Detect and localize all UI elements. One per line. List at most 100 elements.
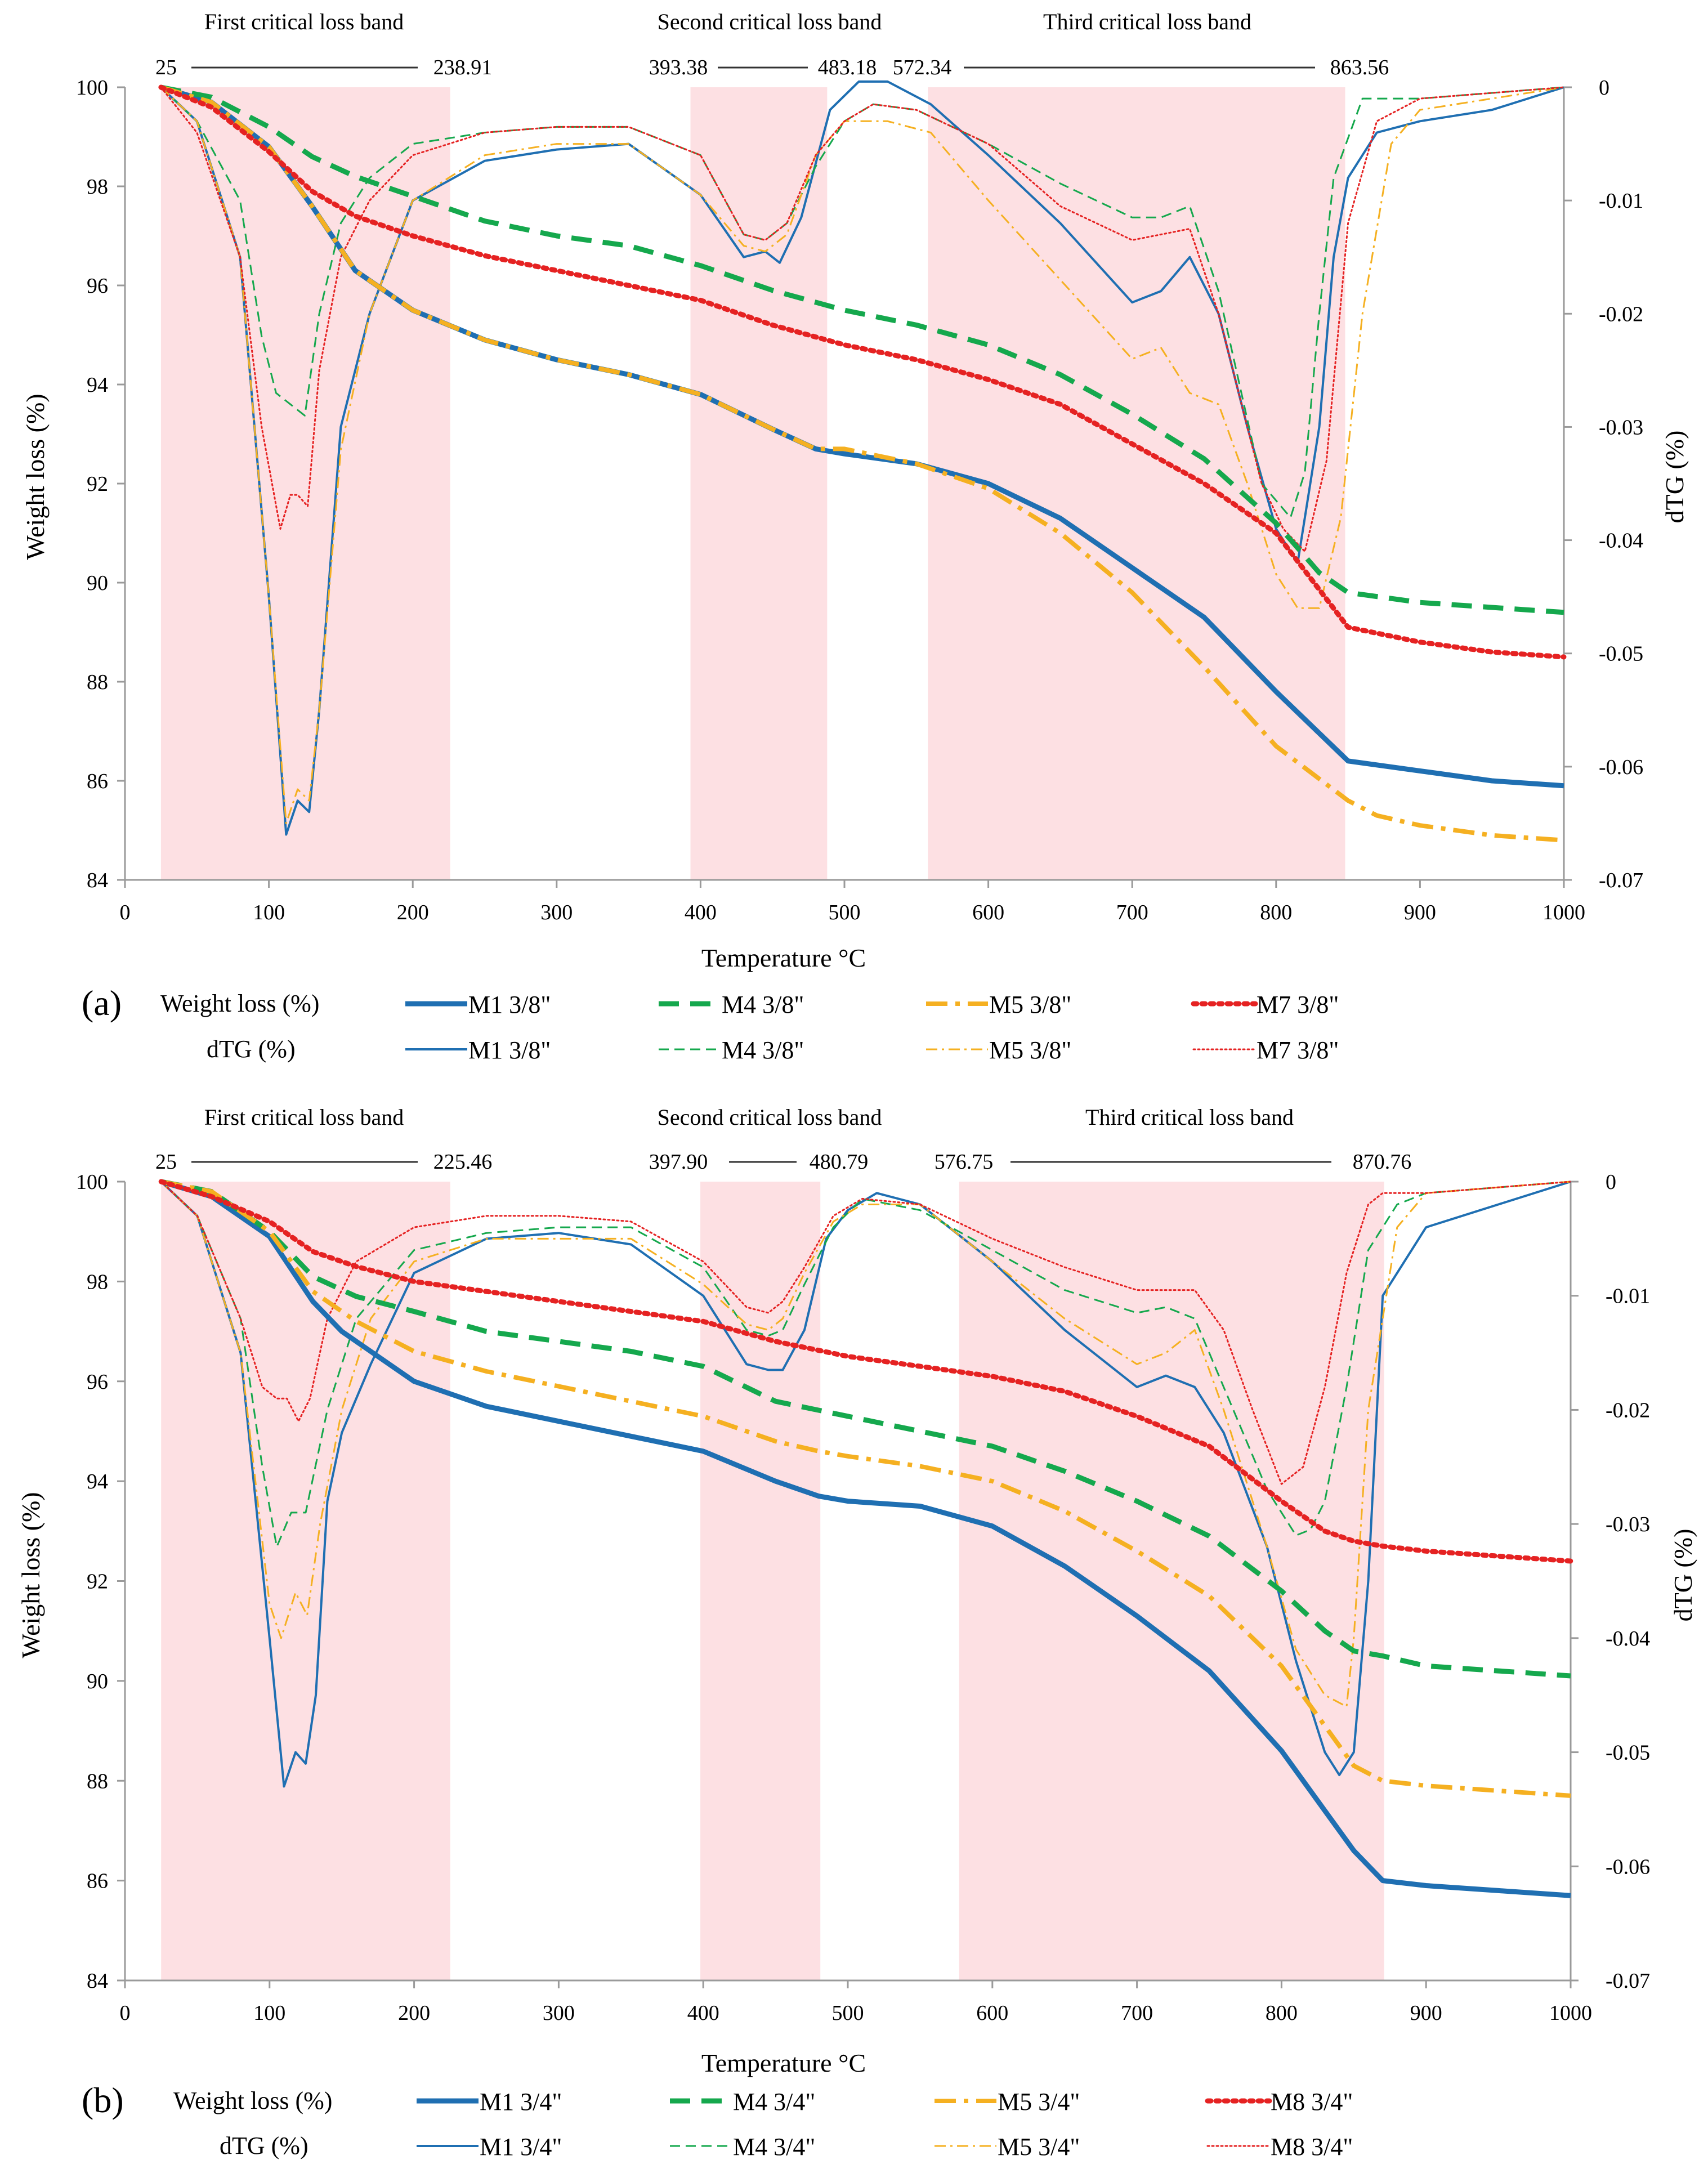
y-tick-label: 92 bbox=[87, 472, 108, 496]
legend-label: M4 3/4" bbox=[733, 2088, 815, 2116]
y-tick-label: 90 bbox=[87, 571, 108, 595]
legend-label: M1 3/4" bbox=[480, 2133, 562, 2161]
band-2-title: Second critical loss band bbox=[658, 9, 882, 34]
legend-label: M4 3/4" bbox=[733, 2133, 815, 2161]
y2-tick-label: -0.05 bbox=[1606, 1741, 1650, 1765]
legend-label: M4 3/8" bbox=[722, 1036, 804, 1064]
series-dtg-m7-3-8 bbox=[160, 86, 1565, 553]
legend-label: M5 3/8" bbox=[989, 991, 1071, 1018]
x-tick-label: 600 bbox=[972, 901, 1004, 924]
y2-tick-label: -0.07 bbox=[1599, 869, 1643, 892]
y-tick-label: 94 bbox=[87, 373, 108, 397]
x-tick-label: 400 bbox=[685, 901, 717, 924]
x-tick-label: 700 bbox=[1121, 2001, 1153, 2025]
y-tick-label: 90 bbox=[87, 1670, 108, 1693]
y2-tick-label: -0.06 bbox=[1599, 755, 1643, 779]
y-tick-label: 86 bbox=[87, 770, 108, 793]
legend-entries: M1 3/8" M4 3/8" M5 3/8" M7 3/8" M1 3/8" M4 3/… bbox=[405, 991, 1339, 1064]
x-tick-label: 500 bbox=[832, 2001, 864, 2025]
x-tick-label: 100 bbox=[253, 2001, 285, 2025]
x-tick-label: 200 bbox=[397, 901, 429, 924]
y-axis-label: Weight loss (%) bbox=[21, 394, 50, 560]
y2-tick-label: -0.07 bbox=[1606, 1969, 1650, 1993]
panel-b: First critical loss band Second critical… bbox=[16, 1105, 1697, 2161]
y2-tick-label: 0 bbox=[1606, 1170, 1616, 1194]
axes: 0 100 200 300 400 500 600 700 800 900 100084868890… bbox=[76, 76, 1643, 924]
series-weight-m7-3-8 bbox=[158, 84, 1567, 660]
band-3-start: 576.75 bbox=[935, 1150, 994, 1174]
y2-tick-label: 0 bbox=[1599, 76, 1609, 100]
band-2-shade bbox=[700, 1182, 821, 1980]
legend-label: M1 3/8" bbox=[468, 1036, 551, 1064]
y2-tick-label: -0.03 bbox=[1599, 415, 1643, 439]
y2-tick-label: -0.02 bbox=[1599, 302, 1643, 326]
band-3-start: 572.34 bbox=[893, 56, 952, 79]
y2-tick-label: -0.04 bbox=[1599, 529, 1643, 553]
x-tick-label: 700 bbox=[1116, 901, 1148, 924]
band-2-title: Second critical loss band bbox=[658, 1105, 882, 1130]
series-weight-m8-3-4 bbox=[158, 1179, 1573, 1564]
legend-label: M1 3/4" bbox=[480, 2088, 562, 2116]
band-1-end: 225.46 bbox=[433, 1150, 493, 1174]
panel-label: (b) bbox=[82, 2080, 124, 2120]
series-weight-m5-3-8 bbox=[160, 85, 1564, 843]
band-1-start: 25 bbox=[155, 1150, 177, 1174]
y-tick-label: 96 bbox=[87, 274, 108, 298]
y-tick-label: 92 bbox=[87, 1570, 108, 1594]
band-1-title: First critical loss band bbox=[204, 1105, 404, 1130]
x-tick-label: 800 bbox=[1266, 2001, 1298, 2025]
legend-label: M7 3/8" bbox=[1257, 1036, 1339, 1064]
legend-label: M1 3/8" bbox=[468, 991, 551, 1018]
band-2-start: 393.38 bbox=[649, 56, 708, 79]
y-tick-label: 84 bbox=[87, 869, 108, 892]
legend-label: M7 3/8" bbox=[1257, 991, 1339, 1018]
y2-tick-label: -0.06 bbox=[1606, 1855, 1650, 1879]
y-tick-label: 100 bbox=[76, 76, 108, 100]
band-1-shade bbox=[160, 87, 450, 880]
band-2-start: 397.90 bbox=[649, 1150, 708, 1174]
y-tick-label: 96 bbox=[87, 1370, 108, 1394]
y-tick-label: 84 bbox=[87, 1969, 108, 1993]
y2-tick-label: -0.05 bbox=[1599, 642, 1643, 666]
legend-label: M8 3/4" bbox=[1271, 2133, 1353, 2161]
x-tick-label: 0 bbox=[120, 2001, 131, 2025]
y-axis-label: Weight loss (%) bbox=[16, 1492, 45, 1658]
band-2-end: 483.18 bbox=[818, 56, 877, 79]
legend-entries: M1 3/4" M4 3/4" M5 3/4" M8 3/4" M1 3/4" M4 3/… bbox=[417, 2088, 1353, 2161]
x-axis-label: Temperature °C bbox=[701, 2049, 866, 2077]
panel-a: First critical loss band Second critical… bbox=[21, 9, 1689, 1064]
legend-label: M5 3/8" bbox=[989, 1036, 1071, 1064]
y2-tick-label: -0.04 bbox=[1606, 1627, 1650, 1651]
x-axis-label: Temperature °C bbox=[701, 944, 866, 972]
band-1-start: 25 bbox=[155, 56, 177, 79]
critical-bands bbox=[161, 1182, 1384, 1980]
x-tick-label: 100 bbox=[253, 901, 285, 924]
legend: Weight loss (%) dTG (%) M1 3/4" M4 3/4" M5… bbox=[173, 2087, 1353, 2161]
legend: Weight loss (%) dTG (%) M1 3/8" M4 3/8" M5… bbox=[160, 990, 1339, 1064]
x-tick-label: 1000 bbox=[1542, 901, 1585, 924]
y-tick-label: 100 bbox=[76, 1170, 108, 1194]
y2-axis-label: dTG (%) bbox=[1669, 1529, 1697, 1622]
band-2-end: 480.79 bbox=[810, 1150, 869, 1174]
x-tick-label: 800 bbox=[1260, 901, 1292, 924]
y-tick-label: 98 bbox=[87, 175, 108, 199]
x-tick-label: 400 bbox=[687, 2001, 719, 2025]
band-1-shade bbox=[161, 1182, 450, 1980]
band-3-title: Third critical loss band bbox=[1043, 9, 1251, 34]
series-weight-m5-3-4 bbox=[160, 1179, 1571, 1798]
legend-label: M4 3/8" bbox=[722, 991, 804, 1018]
x-tick-label: 500 bbox=[829, 901, 861, 924]
band-3-title: Third critical loss band bbox=[1085, 1105, 1294, 1130]
axes: 0 100 200 300 400 500 600 700 800 900 100084868890… bbox=[76, 1170, 1650, 2025]
x-tick-label: 1000 bbox=[1549, 2001, 1592, 2025]
series-weight-m4-3-8 bbox=[160, 84, 1564, 615]
x-tick-label: 300 bbox=[540, 901, 573, 924]
series-weight-m4-3-4 bbox=[160, 1179, 1571, 1679]
series-lines bbox=[158, 1179, 1573, 1898]
series-dtg-m1-3-4 bbox=[160, 1181, 1571, 1788]
band-3-end: 863.56 bbox=[1330, 56, 1389, 79]
y-tick-label: 86 bbox=[87, 1870, 108, 1893]
panel-label: (a) bbox=[82, 983, 122, 1023]
series-lines bbox=[158, 80, 1567, 843]
